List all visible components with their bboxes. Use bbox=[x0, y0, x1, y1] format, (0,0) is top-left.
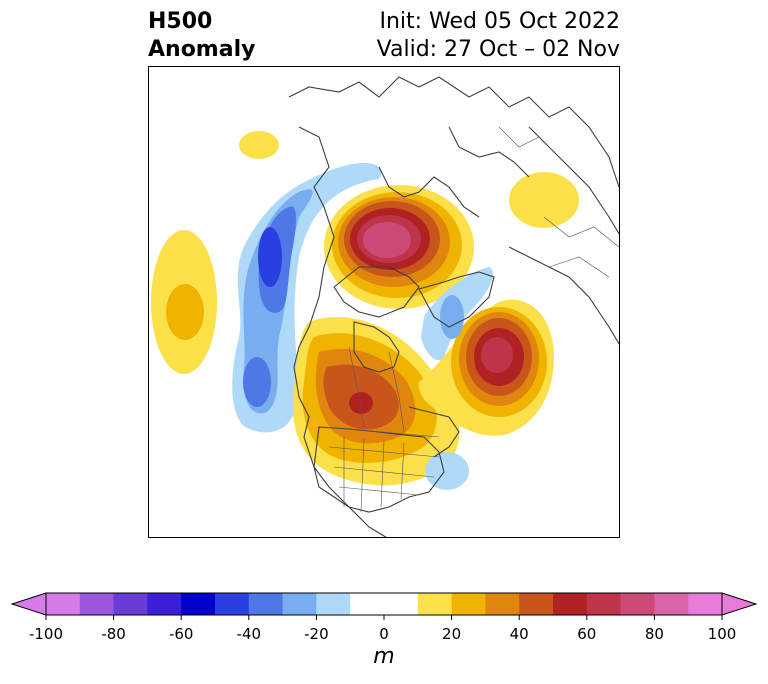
colorbar-segment bbox=[519, 593, 554, 615]
colorbar: -100 -80 -60 -40 -20 0 20 40 60 80 100 bbox=[10, 592, 758, 643]
negative-anomaly-western-atlantic bbox=[425, 452, 469, 490]
colorbar-tick-label: 60 bbox=[577, 625, 596, 643]
colorbar-extend-min bbox=[10, 592, 47, 616]
positive-anomaly-north-pacific bbox=[151, 230, 217, 374]
colorbar-tick-label: -20 bbox=[304, 625, 329, 643]
colorbar-segment bbox=[316, 593, 351, 615]
title-line-1: H500 bbox=[148, 9, 213, 34]
colorbar-segment bbox=[215, 593, 250, 615]
colorbar-segment bbox=[147, 593, 182, 615]
title-line-2: Anomaly bbox=[148, 37, 256, 62]
colorbar-tick-label: 0 bbox=[379, 625, 389, 643]
colorbar-tick-label: -80 bbox=[101, 625, 126, 643]
negative-anomaly-alaska-gulf bbox=[232, 162, 382, 433]
colorbar-segment bbox=[46, 593, 81, 615]
valid-period: Valid: 27 Oct – 02 Nov bbox=[376, 37, 620, 62]
colorbar-tick-label: 20 bbox=[442, 625, 461, 643]
colorbar-tick-label: -60 bbox=[169, 625, 194, 643]
colorbar-tick-label: -40 bbox=[237, 625, 262, 643]
positive-anomaly-central-canada bbox=[292, 317, 460, 486]
colorbar-ticks: -100 -80 -60 -40 -20 0 20 40 60 80 100 bbox=[29, 615, 736, 643]
colorbar-segment bbox=[586, 593, 622, 615]
colorbar-segment bbox=[248, 593, 284, 615]
colorbar-tick-label: 40 bbox=[510, 625, 529, 643]
political-borders bbox=[323, 126, 619, 513]
colorbar-segment bbox=[553, 593, 588, 615]
colorbar-segment bbox=[485, 593, 520, 615]
colorbar-segments bbox=[10, 592, 758, 616]
negative-anomaly-northwest-atlantic bbox=[421, 267, 494, 361]
colorbar-segment bbox=[417, 593, 453, 615]
colorbar-segment bbox=[181, 593, 216, 615]
colorbar-segment bbox=[282, 593, 317, 615]
forecast-dates: Init: Wed 05 Oct 2022 Valid: 27 Oct – 02… bbox=[377, 8, 620, 64]
colorbar-segment bbox=[451, 593, 486, 615]
colorbar-segment bbox=[350, 593, 419, 615]
colorbar-tick-label: 100 bbox=[708, 625, 737, 643]
positive-anomaly-arctic-greenland bbox=[324, 185, 474, 309]
plot-title: H500 Anomaly bbox=[148, 8, 255, 64]
colorbar-segment bbox=[688, 593, 723, 615]
colorbar-segment bbox=[620, 593, 655, 615]
colorbar-segment bbox=[79, 593, 115, 615]
colorbar-unit-label: m bbox=[373, 644, 395, 669]
colorbar-tick-label: -100 bbox=[29, 625, 63, 643]
colorbar-extend-max bbox=[721, 592, 758, 616]
anomaly-map bbox=[149, 67, 619, 537]
colorbar-tick-label: 80 bbox=[645, 625, 664, 643]
colorbar-segment bbox=[654, 593, 689, 615]
positive-anomaly-east-asia bbox=[239, 131, 579, 228]
colorbar-segment bbox=[113, 593, 148, 615]
positive-anomaly-north-atlantic bbox=[418, 299, 554, 436]
map-panel bbox=[148, 66, 620, 538]
coastlines bbox=[288, 76, 619, 537]
init-date: Init: Wed 05 Oct 2022 bbox=[379, 9, 620, 34]
